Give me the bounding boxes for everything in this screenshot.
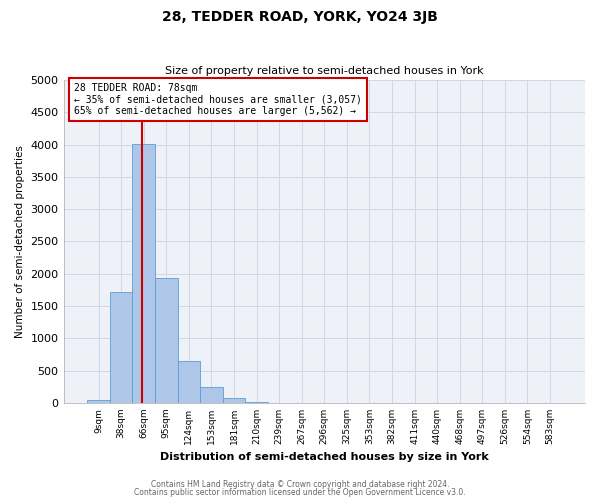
Bar: [200, 388, 223, 403]
Bar: [155, 278, 178, 403]
Bar: [87, 400, 110, 403]
Text: Contains public sector information licensed under the Open Government Licence v3: Contains public sector information licen…: [134, 488, 466, 497]
Bar: [223, 398, 245, 403]
Title: Size of property relative to semi-detached houses in York: Size of property relative to semi-detach…: [165, 66, 484, 76]
Bar: [178, 361, 200, 403]
Bar: [110, 292, 133, 403]
Bar: [245, 402, 268, 403]
Bar: [133, 144, 155, 403]
Text: 28 TEDDER ROAD: 78sqm
← 35% of semi-detached houses are smaller (3,057)
65% of s: 28 TEDDER ROAD: 78sqm ← 35% of semi-deta…: [74, 84, 362, 116]
Text: 28, TEDDER ROAD, YORK, YO24 3JB: 28, TEDDER ROAD, YORK, YO24 3JB: [162, 10, 438, 24]
Text: Contains HM Land Registry data © Crown copyright and database right 2024.: Contains HM Land Registry data © Crown c…: [151, 480, 449, 489]
Y-axis label: Number of semi-detached properties: Number of semi-detached properties: [15, 145, 25, 338]
X-axis label: Distribution of semi-detached houses by size in York: Distribution of semi-detached houses by …: [160, 452, 488, 462]
